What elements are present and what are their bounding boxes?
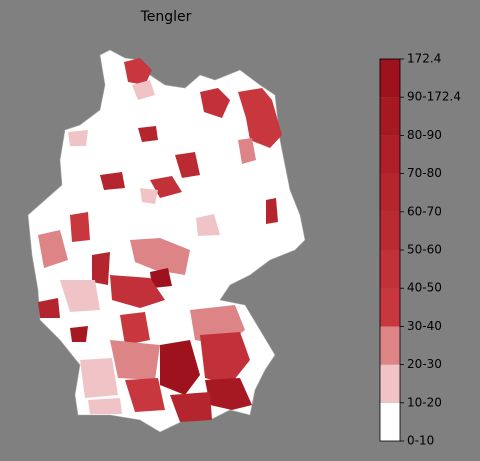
colorbar-segment: [380, 326, 400, 365]
colorbar-label: 40-50: [407, 281, 442, 295]
germany-map: [27, 49, 306, 433]
colorbar-label: 50-60: [407, 243, 442, 257]
colorbar-segment: [380, 97, 400, 136]
district-patches: [38, 58, 282, 422]
colorbar-segment: [380, 250, 400, 289]
colorbar-label: 10-20: [407, 395, 442, 409]
colorbar-segment: [380, 288, 400, 327]
colorbar-segment: [380, 211, 400, 250]
colorbar: 0-10 10-20 20-30 30-40 40-50 50-60 60-70 70-80 8…: [379, 52, 461, 448]
colorbar-label: 90-172.4: [407, 90, 461, 104]
colorbar-label: 20-30: [407, 357, 442, 371]
colorbar-segment: [380, 173, 400, 212]
colorbar-label: 0-10: [407, 434, 434, 448]
colorbar-label: 30-40: [407, 319, 442, 333]
colorbar-segment: [380, 402, 400, 441]
colorbar-segment: [380, 59, 400, 98]
colorbar-label: 70-80: [407, 166, 442, 180]
colorbar-segment: [380, 364, 400, 403]
map-title: Tengler: [140, 9, 192, 25]
colorbar-label: 172.4: [407, 52, 441, 66]
colorbar-label: 60-70: [407, 204, 442, 218]
colorbar-segment: [380, 135, 400, 174]
colorbar-label: 80-90: [407, 128, 442, 142]
